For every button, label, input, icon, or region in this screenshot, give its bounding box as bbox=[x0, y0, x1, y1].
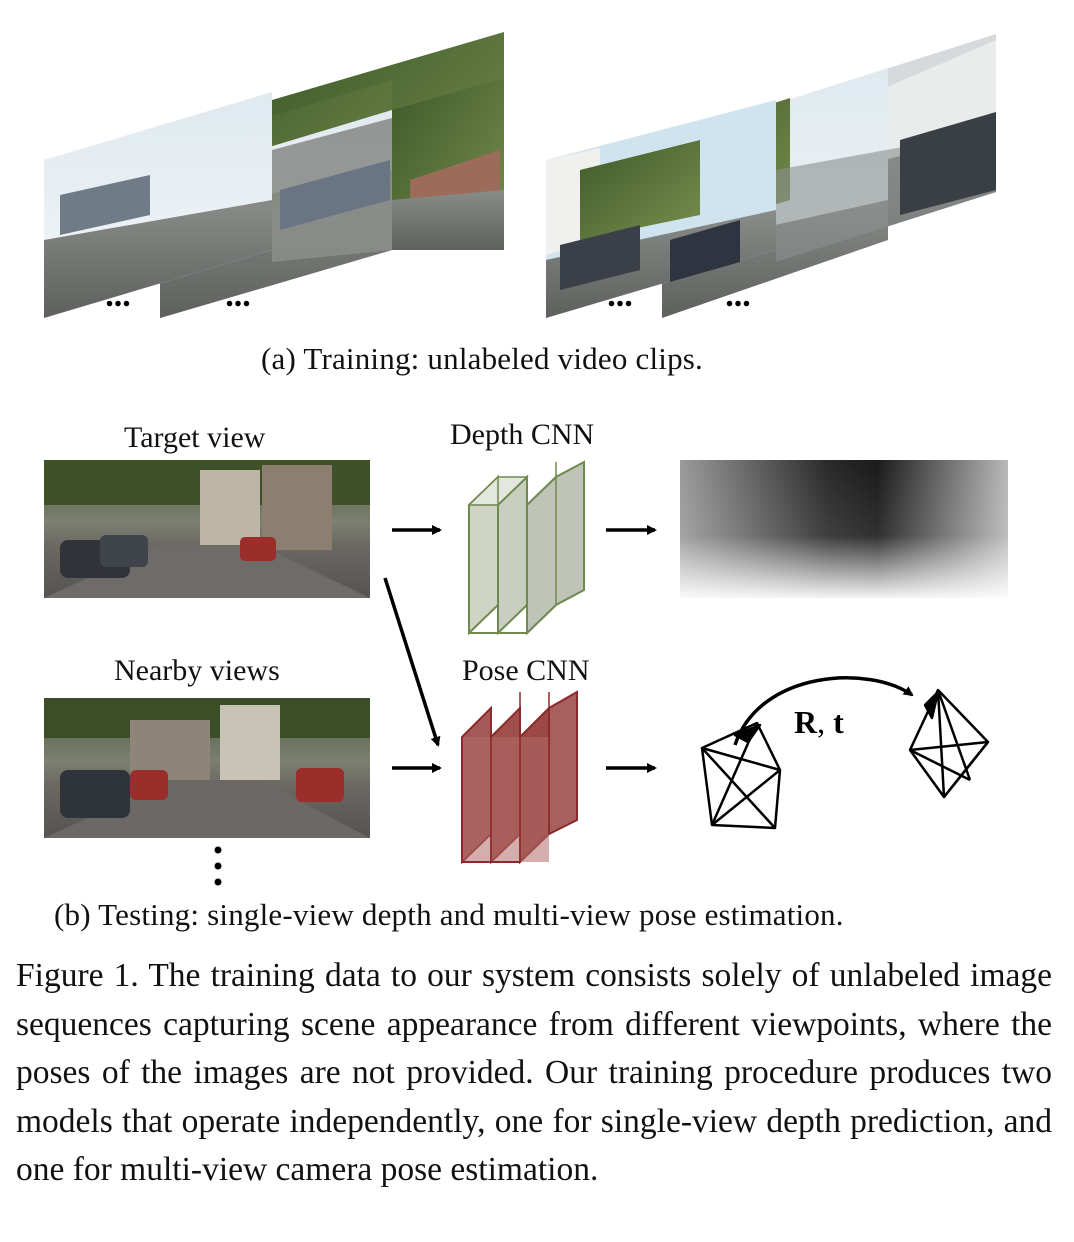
camera-frustum-target bbox=[908, 688, 990, 799]
depth-cnn-layer-2 bbox=[497, 474, 528, 636]
clip-1-ellipsis-1: ... bbox=[105, 277, 131, 314]
panel-a-caption: (a) Training: unlabeled video clips. bbox=[261, 341, 703, 376]
more-views-dot-2 bbox=[214, 862, 222, 870]
more-views-dot-1 bbox=[214, 846, 222, 854]
pose-cnn-layer-4 bbox=[548, 690, 578, 836]
arrow-target-to-pose bbox=[383, 577, 441, 747]
clip-1 bbox=[44, 32, 504, 318]
pose-cnn-label: Pose CNN bbox=[462, 654, 590, 687]
clip-1-ellipsis-2: ... bbox=[225, 277, 251, 314]
target-view-label: Target view bbox=[124, 421, 266, 454]
figure-caption: Figure 1. The training data to our syste… bbox=[16, 957, 1052, 1188]
pose-cnn-block bbox=[461, 690, 578, 865]
target-view-image bbox=[44, 460, 370, 598]
pose-output-label: R, t bbox=[794, 704, 844, 740]
camera-frustum-source bbox=[700, 721, 782, 830]
clip-2 bbox=[546, 34, 996, 318]
nearby-views-label: Nearby views bbox=[114, 654, 280, 687]
panel-a-clips: ... ... ... ... bbox=[44, 32, 996, 318]
more-views-dot-3 bbox=[214, 878, 222, 886]
depth-cnn-label: Depth CNN bbox=[450, 418, 595, 451]
nearby-view-image bbox=[44, 698, 370, 838]
transform-arc-arrow bbox=[733, 676, 914, 746]
clip-2-ellipsis-2: ... bbox=[725, 277, 751, 314]
depth-cnn-block bbox=[467, 460, 585, 636]
depth-map-output bbox=[680, 460, 1008, 598]
clip-2-ellipsis-1: ... bbox=[607, 277, 633, 314]
panel-b-caption: (b) Testing: single-view depth and multi… bbox=[54, 897, 844, 932]
